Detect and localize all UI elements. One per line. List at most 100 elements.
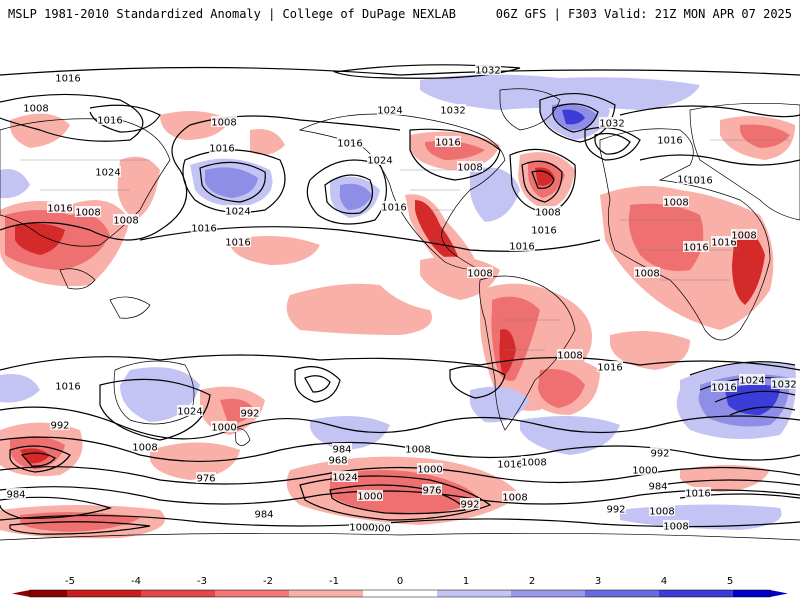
isobar-label-bg: [6, 488, 26, 499]
positive-anomaly-shading: [0, 74, 796, 530]
colorbar-swatch: [141, 590, 160, 597]
isobar-label-bg: [606, 503, 626, 514]
colorbar-swatch: [585, 590, 604, 597]
colorbar-min-arrow: [12, 590, 30, 597]
isobar-label-bg: [328, 454, 348, 465]
colorbar-tick-label: 4: [661, 576, 667, 587]
isobar-label: 1024: [225, 207, 250, 218]
isobar-label-bg: [663, 196, 689, 207]
isobar-label: 1000: [357, 492, 382, 503]
isobar-label: 1016: [683, 243, 708, 254]
colorbar-swatch: [307, 590, 327, 597]
colorbar-swatch: [363, 590, 382, 597]
colorbar-swatch: [455, 590, 475, 597]
isobar-label: 984: [332, 445, 351, 456]
isobar-label-bg: [417, 463, 443, 474]
colorbar-swatch: [196, 590, 216, 597]
isobar-label-bg: [657, 134, 683, 145]
isobar-label-bg: [599, 117, 625, 128]
colorbar-swatch: [67, 590, 86, 597]
isobar-label: 984: [648, 482, 667, 493]
isobar-label: 1008: [75, 208, 100, 219]
isobar-label-bg: [55, 380, 81, 391]
colorbar-swatch: [215, 590, 234, 597]
isobar-label-bg: [731, 229, 757, 240]
isobar-label-bg: [337, 137, 363, 148]
isobar-label: 1024: [95, 168, 120, 179]
isobar-label: 1000: [417, 465, 442, 476]
isobar-label: 1016: [47, 204, 72, 215]
colorbar-swatch: [733, 590, 752, 597]
map-title: MSLP 1981-2010 Standardized Anomaly | Co…: [8, 7, 456, 21]
isobar-label: 1016: [597, 363, 622, 374]
isobar-label-bg: [771, 378, 797, 389]
isobar-label: 1016: [711, 238, 736, 249]
isobar-label: 1016: [55, 382, 80, 393]
colorbar-tick-label: -5: [65, 576, 75, 587]
isobar-label: 1008: [23, 104, 48, 115]
isobar-label-bg: [254, 508, 274, 519]
isobar-label-bg: [457, 161, 483, 172]
isobar-label: 1016: [435, 138, 460, 149]
isobar-label-bg: [113, 214, 139, 225]
isobar-label: 1016: [209, 144, 234, 155]
colorbar-swatch: [751, 590, 771, 597]
isobar-label-bg: [191, 222, 217, 233]
isobar-label: 968: [328, 456, 347, 467]
colorbar-tick-labels: -5 -4 -3 -2 -1 0 1 2 3 4 5: [65, 576, 733, 587]
isobar-label-bg: [211, 116, 237, 127]
negative-anomaly-shading: [0, 111, 795, 539]
isobar-label: 1008: [557, 351, 582, 362]
isobar-label: 1016: [687, 176, 712, 187]
isobar-label-bg: [381, 201, 407, 212]
colorbar-swatch: [529, 590, 549, 597]
isobar-label-bg: [502, 491, 528, 502]
isobar-label-bg: [557, 349, 583, 360]
isobar-label: 1024: [332, 473, 357, 484]
isobar-label: 1016: [497, 460, 522, 471]
colorbar-tick-label: 3: [595, 576, 601, 587]
isobar-label: 1016: [381, 203, 406, 214]
colorbar-swatch: [603, 590, 623, 597]
isobar-label: 1000: [365, 524, 390, 535]
isobar-label-bg: [47, 202, 73, 213]
isobar-label-bg: [650, 447, 670, 458]
isobar-label: 1008: [634, 269, 659, 280]
isobar-label: 1024: [177, 407, 202, 418]
isobar-label: 992: [650, 449, 669, 460]
colorbar-swatch: [548, 590, 567, 597]
model-run-info: 06Z GFS | F303 Valid: 21Z MON APR 07 202…: [495, 7, 792, 21]
isobar-label: 976: [422, 486, 441, 497]
colorbar-swatch: [566, 590, 586, 597]
isobar-label-bg: [634, 267, 660, 278]
isobar-label: 1008: [502, 493, 527, 504]
isobar-label-bg: [687, 174, 713, 185]
isobar-label: 1024: [377, 106, 402, 117]
isobar-label-bg: [440, 104, 466, 115]
colorbar-swatch: [400, 590, 419, 597]
isobar-label-bg: [739, 374, 765, 385]
isobar-label-bg: [365, 522, 391, 533]
isobar-label-bg: [240, 407, 260, 418]
isobar-label-bg: [711, 381, 737, 392]
isobar-label-bg: [475, 64, 501, 75]
colorbar-swatch: [381, 590, 401, 597]
isobar-label: 1016: [55, 74, 80, 85]
isobar-label-bg: [648, 480, 668, 491]
isobar-label-bg: [23, 102, 49, 113]
colorbar-swatch: [492, 590, 512, 597]
isobar-label: 1008: [649, 507, 674, 518]
isobar-label: 1024: [739, 376, 764, 387]
isobar-label: 1016: [711, 383, 736, 394]
isobar-label: 1008: [132, 443, 157, 454]
isobar-label: 1008: [405, 445, 430, 456]
isobar-label: 984: [254, 510, 273, 521]
isobar-label: 992: [460, 500, 479, 511]
isobar-label: 1032: [475, 66, 500, 77]
isobar-label-bg: [95, 166, 121, 177]
isobar-label: 1016: [685, 489, 710, 500]
colorbar-swatch: [178, 590, 197, 597]
colorbar-swatch: [474, 590, 493, 597]
colorbar-swatch: [326, 590, 345, 597]
